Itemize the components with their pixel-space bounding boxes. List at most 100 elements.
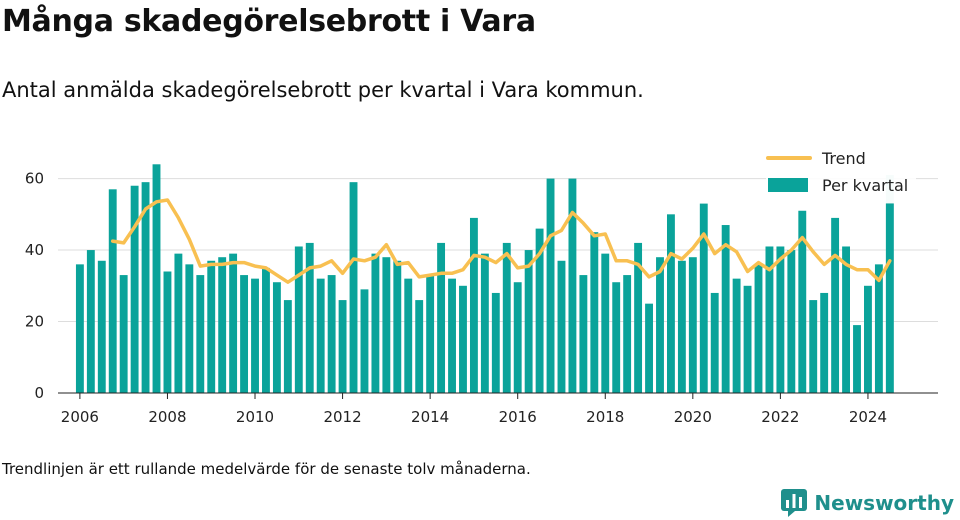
bar bbox=[316, 278, 325, 393]
y-tick-label: 60 bbox=[25, 170, 44, 188]
bar bbox=[229, 253, 238, 393]
bar bbox=[787, 250, 796, 393]
chart-subtitle: Antal anmälda skadegörelsebrott per kvar… bbox=[2, 78, 644, 102]
bar bbox=[579, 275, 588, 393]
x-tick-label: 2016 bbox=[499, 408, 537, 426]
bar bbox=[831, 217, 840, 393]
bar bbox=[283, 300, 292, 393]
bar bbox=[721, 225, 730, 393]
x-tick-label: 2018 bbox=[586, 408, 624, 426]
x-tick-label: 2020 bbox=[674, 408, 712, 426]
brand-name: Newsworthy bbox=[814, 491, 954, 515]
bar bbox=[207, 260, 216, 393]
bar bbox=[776, 246, 785, 393]
quarterly-bar-chart: 0 20 40 60 2006 2008 2010 2012 2014 2016 2018 2020 2… bbox=[25, 149, 938, 426]
bar bbox=[152, 164, 161, 393]
bar bbox=[842, 246, 850, 393]
bar bbox=[294, 246, 303, 393]
y-tick-label: 0 bbox=[34, 384, 44, 402]
bar bbox=[645, 303, 653, 393]
bar bbox=[710, 292, 719, 393]
x-tick-label: 2022 bbox=[761, 408, 799, 426]
trend-series bbox=[110, 198, 892, 284]
bar bbox=[305, 242, 314, 393]
trend-line bbox=[110, 198, 892, 284]
legend-trend-label: Trend bbox=[821, 149, 866, 168]
bar bbox=[524, 250, 533, 393]
bar bbox=[108, 189, 117, 393]
chart-title: Många skadegörelsebrott i Vara bbox=[2, 4, 536, 39]
x-tick-label: 2006 bbox=[61, 408, 99, 426]
bar bbox=[480, 253, 489, 393]
bar bbox=[426, 275, 435, 393]
bar bbox=[469, 217, 478, 393]
bar bbox=[240, 275, 249, 393]
bar bbox=[809, 300, 818, 393]
bar bbox=[218, 257, 227, 393]
bar bbox=[612, 282, 621, 393]
bar bbox=[568, 178, 577, 393]
bar bbox=[765, 246, 774, 393]
bar bbox=[874, 264, 883, 393]
x-tick-label: 2024 bbox=[849, 408, 887, 426]
bar bbox=[338, 300, 347, 393]
bar bbox=[546, 178, 555, 393]
bar bbox=[251, 278, 259, 393]
bar-chart-speech-bubble-icon bbox=[781, 489, 808, 517]
bar bbox=[393, 260, 402, 393]
bar bbox=[360, 289, 369, 393]
bar bbox=[262, 267, 270, 393]
bar bbox=[688, 257, 697, 393]
bar bbox=[590, 232, 599, 393]
bar bbox=[196, 275, 205, 393]
bar bbox=[185, 264, 194, 393]
x-tick-label: 2014 bbox=[411, 408, 449, 426]
bar bbox=[119, 275, 128, 393]
legend-bar-swatch bbox=[768, 178, 808, 192]
bar bbox=[86, 250, 95, 393]
bar bbox=[557, 260, 566, 393]
bar bbox=[97, 260, 106, 393]
bar bbox=[798, 210, 807, 393]
legend: Trend Per kvartal bbox=[766, 149, 916, 203]
bar bbox=[699, 203, 708, 393]
bar bbox=[743, 285, 752, 393]
brand-logo[interactable]: Newsworthy bbox=[780, 488, 954, 518]
bar bbox=[535, 228, 544, 393]
y-tick-label: 40 bbox=[25, 241, 44, 259]
bar bbox=[601, 253, 610, 393]
bar bbox=[75, 264, 84, 393]
bar bbox=[404, 278, 413, 393]
bar bbox=[820, 292, 829, 393]
bar bbox=[666, 214, 675, 393]
bar bbox=[141, 182, 150, 393]
bar bbox=[502, 242, 511, 393]
bar bbox=[163, 271, 172, 393]
legend-bar-label: Per kvartal bbox=[822, 176, 908, 195]
bar bbox=[853, 325, 861, 393]
bar bbox=[415, 300, 424, 393]
bar bbox=[174, 253, 183, 393]
x-tick-label: 2012 bbox=[323, 408, 361, 426]
bar bbox=[437, 242, 446, 393]
bar bbox=[656, 257, 664, 393]
x-tick-label: 2008 bbox=[148, 408, 186, 426]
bar bbox=[634, 242, 643, 393]
bar bbox=[864, 285, 872, 393]
bar bbox=[382, 257, 391, 393]
x-tick-label: 2010 bbox=[236, 408, 274, 426]
bar bbox=[448, 278, 456, 393]
bar bbox=[371, 253, 380, 393]
axes: 0 20 40 60 2006 2008 2010 2012 2014 2016 2018 2020 2… bbox=[25, 170, 938, 426]
bar bbox=[677, 260, 686, 393]
bar bbox=[349, 182, 358, 393]
y-tick-label: 20 bbox=[25, 313, 44, 331]
bar bbox=[327, 275, 336, 393]
bar bbox=[754, 264, 763, 393]
bar bbox=[130, 185, 139, 393]
footnote: Trendlinjen är ett rullande medelvärde f… bbox=[2, 460, 531, 478]
bar-series bbox=[75, 164, 894, 393]
bar bbox=[732, 278, 741, 393]
bar bbox=[513, 282, 522, 393]
bar bbox=[623, 275, 632, 393]
